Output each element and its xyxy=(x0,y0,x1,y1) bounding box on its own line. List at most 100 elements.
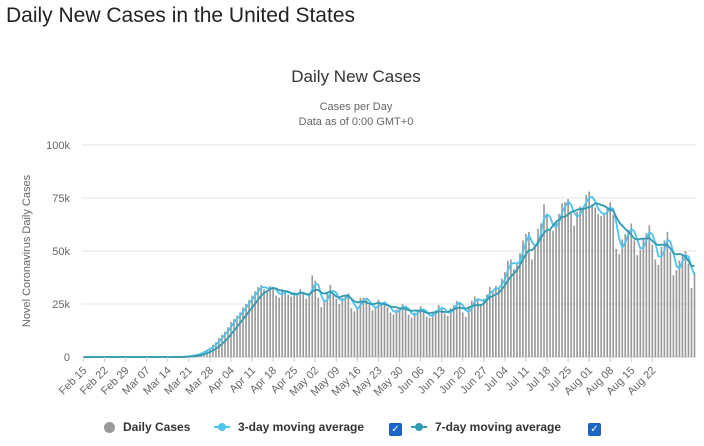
daily-cases-bar xyxy=(555,221,557,357)
daily-cases-bar xyxy=(660,246,663,357)
daily-cases-bar xyxy=(510,259,512,357)
legend-label-3day-average: 3-day moving average xyxy=(238,420,365,434)
daily-cases-bar xyxy=(416,310,419,357)
legend-line-icon xyxy=(214,422,230,433)
daily-cases-bar xyxy=(464,316,467,357)
daily-cases-bar xyxy=(425,316,428,357)
daily-cases-bar xyxy=(308,295,311,357)
daily-cases-bar xyxy=(230,322,232,357)
daily-cases-bar xyxy=(501,278,503,357)
daily-cases-bar xyxy=(600,216,603,357)
legend-item-7day-average[interactable]: 7-day moving average xyxy=(411,420,561,434)
daily-cases-bar xyxy=(489,287,491,357)
daily-cases-bar xyxy=(663,240,666,357)
daily-cases-bar xyxy=(597,213,600,357)
checkbox-3day-average[interactable]: ✓ xyxy=(389,423,402,436)
daily-cases-bar xyxy=(224,331,226,357)
daily-cases-bar xyxy=(383,301,386,357)
daily-cases-bar xyxy=(516,262,518,357)
daily-cases-bar xyxy=(272,287,274,357)
daily-cases-bar xyxy=(591,204,593,357)
daily-cases-bar xyxy=(443,313,446,357)
daily-cases-bar xyxy=(666,231,669,357)
daily-cases-bar xyxy=(338,304,341,357)
daily-cases-bar xyxy=(522,240,524,357)
daily-cases-bar xyxy=(618,254,621,357)
daily-cases-bar xyxy=(549,229,551,357)
daily-cases-bar xyxy=(627,229,630,357)
daily-cases-bar xyxy=(320,307,323,357)
checkbox-7day-average[interactable]: ✓ xyxy=(588,423,601,436)
daily-cases-bar xyxy=(639,249,642,357)
daily-cases-bar xyxy=(470,300,473,357)
daily-cases-bar xyxy=(398,308,401,357)
daily-cases-bar xyxy=(455,300,458,357)
y-axis-ticks: 0 25k 50k 75k 100k xyxy=(46,140,70,364)
daily-cases-bar xyxy=(672,275,675,357)
daily-cases-bar xyxy=(278,297,280,357)
daily-cases-bar xyxy=(296,295,299,357)
y-tick-label: 100k xyxy=(46,140,70,152)
daily-cases-bar xyxy=(492,291,494,357)
daily-cases-bar xyxy=(588,191,590,357)
y-tick-label: 25k xyxy=(52,299,70,311)
daily-cases-bar xyxy=(573,225,575,357)
daily-cases-bar xyxy=(227,327,229,357)
page-title: Daily New Cases in the United States xyxy=(6,4,355,27)
daily-cases-bar xyxy=(582,206,584,357)
chart-legend: Daily Cases 3-day moving average ✓ 7-day… xyxy=(0,418,704,442)
daily-cases-bar xyxy=(263,289,265,357)
y-axis-label: Novel Coronavirus Daily Cases xyxy=(21,174,33,327)
y-tick-label: 50k xyxy=(52,246,70,258)
daily-cases-bar xyxy=(687,263,690,357)
daily-cases-bar xyxy=(449,308,452,357)
daily-cases-bar xyxy=(395,309,398,357)
daily-cases-bar xyxy=(428,317,431,357)
daily-cases-bar xyxy=(329,284,332,357)
daily-cases-bar xyxy=(461,312,464,357)
legend-line-icon xyxy=(411,422,427,433)
chart: Daily New Cases Cases per Day Data as of… xyxy=(21,67,696,399)
daily-cases-bar xyxy=(657,264,660,357)
daily-cases-bar xyxy=(359,297,362,357)
daily-cases-bar xyxy=(564,202,566,357)
daily-cases-bar xyxy=(558,213,560,357)
daily-cases-bar xyxy=(513,269,515,357)
daily-cases-bar xyxy=(335,298,338,357)
daily-cases-bar xyxy=(365,299,368,357)
daily-cases-bar xyxy=(293,292,296,357)
daily-cases-bar xyxy=(236,315,238,357)
daily-cases-bar xyxy=(374,308,377,357)
daily-cases-bar xyxy=(302,293,305,357)
daily-cases-bar xyxy=(540,223,542,357)
legend-item-daily-cases[interactable]: Daily Cases xyxy=(104,420,190,434)
daily-cases-bar xyxy=(615,248,618,357)
daily-cases-bar xyxy=(476,299,479,357)
daily-cases-bar xyxy=(389,312,392,357)
daily-cases-bar xyxy=(546,214,548,357)
daily-cases-bar xyxy=(473,296,476,357)
daily-cases-bar xyxy=(531,259,533,357)
three-day-average-line xyxy=(83,196,696,358)
daily-cases-bar xyxy=(437,305,440,357)
daily-cases-bar xyxy=(266,290,268,357)
daily-cases-bar xyxy=(344,295,347,357)
daily-cases-bar xyxy=(570,212,572,357)
daily-cases-bar xyxy=(368,305,371,357)
daily-cases-bar xyxy=(504,272,506,357)
daily-cases-bar xyxy=(675,270,678,357)
daily-cases-bar xyxy=(479,304,482,357)
daily-cases-bar xyxy=(654,259,657,357)
daily-cases-bar xyxy=(681,254,684,357)
daily-cases-bar xyxy=(684,251,687,357)
daily-cases-bar xyxy=(362,297,365,357)
daily-cases-bar xyxy=(275,295,277,357)
daily-cases-bar xyxy=(248,299,250,357)
daily-cases-bar xyxy=(645,232,648,357)
legend-item-3day-average[interactable]: 3-day moving average xyxy=(214,420,364,434)
daily-cases-bar xyxy=(669,252,672,357)
daily-cases-bar xyxy=(621,239,624,357)
daily-cases-bar xyxy=(609,202,612,357)
daily-cases-bar xyxy=(458,301,461,357)
daily-cases-bar xyxy=(239,312,241,357)
